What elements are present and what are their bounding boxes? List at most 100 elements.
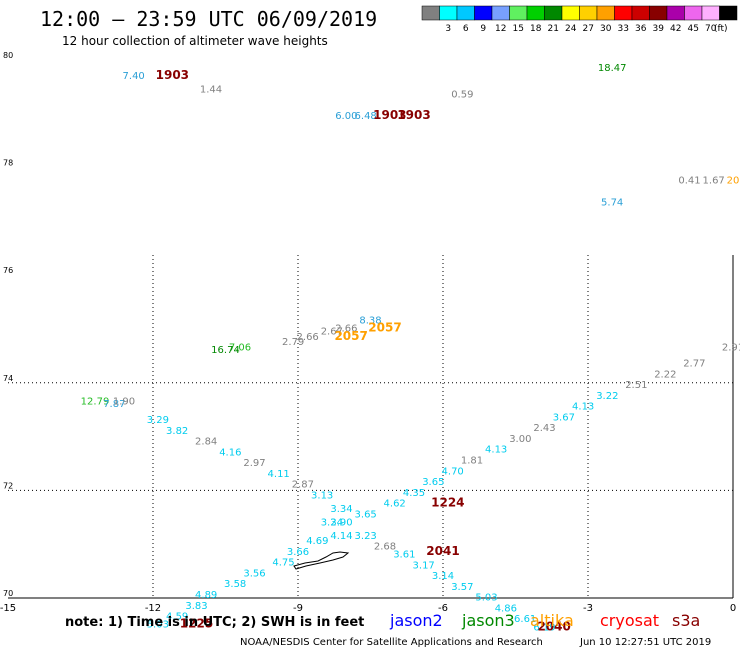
wave-height-label: 3.13 bbox=[311, 490, 333, 501]
satellite-legend-item: jason3 bbox=[461, 611, 515, 630]
x-tick-label: -9 bbox=[293, 603, 303, 614]
legend-swatch bbox=[456, 5, 475, 21]
wave-height-label: 3.66 bbox=[287, 547, 309, 558]
wave-height-label: 6.61 bbox=[514, 614, 536, 625]
wave-height-label: 6.19 bbox=[533, 622, 555, 633]
legend-bin-label: 42 bbox=[670, 24, 681, 34]
legend-bin-label: 24 bbox=[565, 24, 577, 34]
wave-height-label: 12.79 bbox=[81, 396, 110, 407]
wave-height-label: 2.66 bbox=[297, 332, 319, 343]
wave-height-label: 3.14 bbox=[432, 571, 454, 582]
wave-height-label: 1.81 bbox=[461, 456, 483, 467]
legend-bin-label: 39 bbox=[653, 24, 665, 34]
x-tick-label: -15 bbox=[0, 603, 16, 614]
legend-swatch bbox=[719, 5, 738, 21]
timestamp-text: Jun 10 12:27:51 UTC 2019 bbox=[579, 637, 711, 648]
wave-height-label: 1.67 bbox=[703, 176, 725, 187]
color-scale-legend: 3 6 9 12 15 18 21 24 27 30 33 36 39 42 45 70 bbox=[421, 5, 738, 34]
legend-swatch bbox=[439, 5, 458, 21]
legend-swatch bbox=[614, 5, 633, 21]
time-label: 1225 bbox=[180, 617, 213, 631]
wave-height-label: 7.40 bbox=[123, 71, 145, 82]
wave-height-label: 3.23 bbox=[355, 531, 377, 542]
wave-height-label: 4.11 bbox=[268, 469, 290, 480]
wave-height-label: 0.41 bbox=[678, 176, 700, 187]
legend-bin-label: 36 bbox=[635, 24, 647, 34]
wave-height-label: 3.56 bbox=[243, 568, 265, 579]
satellite-legend-item: jason2 bbox=[389, 611, 443, 630]
y-tick-label: 80 bbox=[3, 51, 13, 60]
wave-height-label: 2.66 bbox=[335, 324, 357, 335]
legend-bin-label: 27 bbox=[583, 24, 594, 34]
wave-height-label: 8.38 bbox=[359, 316, 381, 327]
wave-height-label: 3.67 bbox=[553, 412, 575, 423]
wave-height-label: 1.90 bbox=[113, 396, 135, 407]
legend-bin-label: 33 bbox=[618, 24, 629, 34]
wave-height-label: 4.13 bbox=[485, 445, 507, 456]
wave-height-label: 3.17 bbox=[413, 560, 435, 571]
wave-height-label: 3.00 bbox=[509, 434, 531, 445]
satellite-legend-item: altika bbox=[530, 611, 574, 630]
time-label: 1903 bbox=[397, 108, 430, 122]
footnote: note: 1) Time is in UTC; 2) SWH is in fe… bbox=[65, 615, 364, 630]
coastline-shape bbox=[293, 551, 350, 570]
wave-height-label: 7.87 bbox=[103, 399, 125, 410]
wave-height-label: 3.65 bbox=[355, 509, 377, 520]
wave-height-label: 2.43 bbox=[533, 423, 555, 434]
wave-height-label: 5.03 bbox=[147, 620, 169, 631]
wave-height-label: 6.48 bbox=[355, 111, 377, 122]
legend-swatch bbox=[596, 5, 615, 21]
legend-bin-label: 18 bbox=[530, 24, 542, 34]
x-tick-label: -6 bbox=[438, 603, 448, 614]
legend-swatch bbox=[684, 5, 703, 21]
wave-height-label: 4.13 bbox=[572, 402, 594, 413]
wave-height-label: 18.47 bbox=[598, 63, 627, 74]
wave-height-label: 4.70 bbox=[442, 466, 464, 477]
x-tick-label: -12 bbox=[145, 603, 161, 614]
wave-height-label: 2.51 bbox=[625, 380, 647, 391]
time-label: 1903 bbox=[156, 68, 189, 82]
wave-height-label: 4.16 bbox=[219, 447, 241, 458]
wave-height-label: 4.62 bbox=[384, 499, 406, 510]
wave-height-label: 4.69 bbox=[306, 536, 328, 547]
wave-height-label: 3.61 bbox=[393, 550, 415, 561]
wave-height-label: 16.74 bbox=[211, 345, 240, 356]
legend-swatch bbox=[526, 5, 545, 21]
wave-height-label: 4.86 bbox=[495, 603, 517, 614]
legend-unit: (ft) bbox=[714, 24, 728, 34]
wave-height-label: 3.22 bbox=[596, 391, 618, 402]
y-tick-label: 76 bbox=[3, 266, 13, 275]
wave-height-label: 4.89 bbox=[195, 590, 217, 601]
legend-bin-label: 3 bbox=[445, 24, 451, 34]
wave-height-label: 6.00 bbox=[335, 111, 357, 122]
wave-height-label: 3.57 bbox=[451, 582, 473, 593]
wave-height-label: 3.83 bbox=[185, 601, 207, 612]
wave-height-label: 3.58 bbox=[224, 579, 246, 590]
legend-swatch bbox=[666, 5, 685, 21]
x-tick-label: -3 bbox=[583, 603, 593, 614]
wave-height-label: 3.24 bbox=[321, 517, 343, 528]
y-tick-label: 78 bbox=[3, 159, 13, 168]
satellite-legend-item: s3a bbox=[672, 611, 700, 630]
wave-height-label: 7.06 bbox=[229, 343, 251, 354]
wave-height-label: 2.87 bbox=[292, 480, 314, 491]
wave-height-label: 20 bbox=[727, 176, 740, 187]
wave-height-label: 2.97 bbox=[243, 458, 265, 469]
time-label: 2041 bbox=[426, 544, 459, 558]
legend-bin-label: 9 bbox=[480, 24, 486, 34]
chart-title: 12:00 — 23:59 UTC 06/09/2019 bbox=[40, 7, 377, 31]
y-tick-label: 72 bbox=[3, 481, 13, 490]
wave-height-label: 2.22 bbox=[654, 369, 676, 380]
legend-swatch bbox=[544, 5, 563, 21]
wave-height-label: 1.44 bbox=[200, 84, 222, 95]
wave-height-label: 0.59 bbox=[451, 90, 473, 101]
wave-height-label: 2.68 bbox=[374, 542, 396, 553]
legend-swatch bbox=[561, 5, 580, 21]
wave-height-label: 3.34 bbox=[330, 504, 352, 515]
legend-bin-label: 30 bbox=[600, 24, 612, 34]
time-label: 1903 bbox=[373, 108, 406, 122]
legend-swatch bbox=[649, 5, 668, 21]
wave-height-label: 3.29 bbox=[147, 415, 169, 426]
time-label: 2040 bbox=[537, 619, 570, 633]
